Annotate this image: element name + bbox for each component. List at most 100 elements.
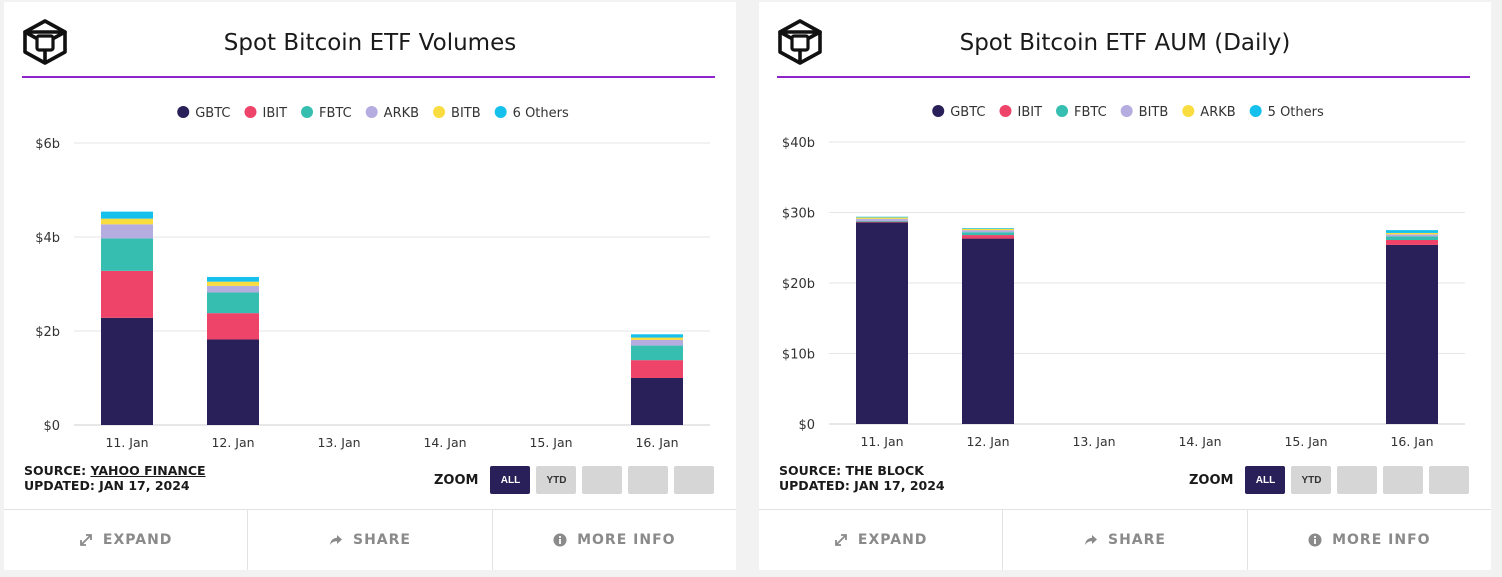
chart-panel-volumes: Spot Bitcoin ETF Volumes GBTC IBIT FBTC ARK… bbox=[4, 2, 736, 570]
legend-label: FBTC bbox=[319, 106, 352, 121]
bar-segment-arkb[interactable] bbox=[207, 285, 259, 293]
bar-segment-ibit[interactable] bbox=[207, 313, 259, 340]
legend-label: GBTC bbox=[950, 105, 985, 120]
title-divider bbox=[777, 76, 1470, 78]
y-tick-label: $30b bbox=[782, 207, 815, 222]
legend-item-fbtc[interactable]: FBTC bbox=[301, 106, 352, 121]
bar-segment-ibit[interactable] bbox=[962, 235, 1014, 239]
bar-segment-5-others[interactable] bbox=[962, 228, 1014, 229]
source-link[interactable]: YAHOO FINANCE bbox=[90, 463, 206, 478]
share-label: SHARE bbox=[353, 532, 411, 548]
zoom-controls: ZOOM ALL YTD bbox=[434, 466, 715, 494]
y-tick-label: $2b bbox=[35, 325, 60, 340]
expand-button[interactable]: EXPAND bbox=[4, 510, 249, 570]
legend-item-gbtc[interactable]: GBTC bbox=[177, 106, 230, 121]
expand-button[interactable]: EXPAND bbox=[759, 510, 1004, 570]
legend-item-bitb[interactable]: BITB bbox=[1120, 105, 1169, 120]
bar-segment-arkb[interactable] bbox=[101, 224, 153, 239]
zoom-ytd-button[interactable]: YTD bbox=[1291, 466, 1332, 494]
bar-segment-gbtc[interactable] bbox=[101, 317, 153, 425]
zoom-button-5[interactable] bbox=[1429, 466, 1470, 494]
bar-segment-gbtc[interactable] bbox=[1386, 244, 1438, 424]
expand-icon bbox=[835, 534, 847, 546]
bar-segment-5-others[interactable] bbox=[1386, 230, 1438, 233]
bar-segment-6-others[interactable] bbox=[207, 276, 259, 282]
updated-date: UPDATED: JAN 17, 2024 bbox=[779, 478, 945, 493]
the-block-logo-icon bbox=[778, 19, 822, 65]
title-divider bbox=[22, 76, 715, 78]
x-tick-label: 16. Jan bbox=[635, 435, 678, 450]
bar-segment-ibit[interactable] bbox=[856, 221, 908, 223]
x-tick-label: 14. Jan bbox=[1178, 434, 1221, 449]
info-icon bbox=[1308, 533, 1322, 547]
bar-segment-fbtc[interactable] bbox=[631, 345, 683, 361]
bar-segment-fbtc[interactable] bbox=[856, 220, 908, 222]
legend-label: IBIT bbox=[1017, 105, 1042, 120]
bar-segment-bitb[interactable] bbox=[207, 281, 259, 286]
bar-segment-bitb[interactable] bbox=[962, 230, 1014, 233]
bar-segment-fbtc[interactable] bbox=[207, 292, 259, 314]
bar-segment-fbtc[interactable] bbox=[1386, 236, 1438, 240]
legend-marker bbox=[244, 106, 257, 118]
zoom-button-3[interactable] bbox=[1337, 466, 1378, 494]
legend-item-bitb[interactable]: BITB bbox=[433, 106, 481, 121]
zoom-button-5[interactable] bbox=[674, 466, 715, 494]
volumes-chart: GBTC IBIT FBTC ARKB BITB 6 Others $0 $2b $4b $6b… bbox=[35, 106, 710, 450]
legend-marker bbox=[1056, 105, 1069, 117]
y-tick-label: $6b bbox=[35, 137, 60, 152]
zoom-button-4[interactable] bbox=[1383, 466, 1424, 494]
bar-segment-arkb[interactable] bbox=[1386, 232, 1438, 235]
zoom-button-4[interactable] bbox=[628, 466, 669, 494]
zoom-label: ZOOM bbox=[434, 472, 479, 488]
y-tick-label: $0 bbox=[798, 418, 815, 433]
bar-segment-gbtc[interactable] bbox=[856, 222, 908, 424]
x-tick-label: 13. Jan bbox=[317, 435, 360, 450]
bar-segment-bitb[interactable] bbox=[856, 218, 908, 221]
more-info-button[interactable]: MORE INFO bbox=[1248, 510, 1491, 570]
zoom-button-3[interactable] bbox=[582, 466, 623, 494]
bar-segment-ibit[interactable] bbox=[631, 360, 683, 378]
y-axis: $0 $2b $4b $6b bbox=[35, 137, 60, 434]
x-axis: 11. Jan 12. Jan 13. Jan 14. Jan 15. Jan 16. J… bbox=[860, 434, 1433, 449]
bar-segment-bitb[interactable] bbox=[631, 337, 683, 340]
bar-segment-arkb[interactable] bbox=[962, 228, 1014, 231]
bar-segment-ibit[interactable] bbox=[101, 270, 153, 318]
bar-segment-bitb[interactable] bbox=[1386, 234, 1438, 237]
share-button[interactable]: SHARE bbox=[248, 510, 493, 570]
bar-segment-arkb[interactable] bbox=[856, 217, 908, 219]
share-button[interactable]: SHARE bbox=[1003, 510, 1248, 570]
legend-item-arkb[interactable]: ARKB bbox=[1182, 105, 1236, 120]
legend-item-ibit[interactable]: IBIT bbox=[999, 105, 1042, 120]
legend-marker bbox=[999, 105, 1012, 117]
bar-segment-6-others[interactable] bbox=[101, 211, 153, 219]
bar-segment-fbtc[interactable] bbox=[101, 238, 153, 271]
bar-segment-bitb[interactable] bbox=[101, 218, 153, 225]
legend-item-gbtc[interactable]: GBTC bbox=[932, 105, 985, 120]
bar-segment-ibit[interactable] bbox=[1386, 239, 1438, 245]
legend-label: BITB bbox=[451, 106, 481, 121]
share-label: SHARE bbox=[1108, 532, 1166, 548]
bar-segment-gbtc[interactable] bbox=[207, 339, 259, 425]
legend-item-ibit[interactable]: IBIT bbox=[244, 106, 287, 121]
legend-item-5-others[interactable]: 5 Others bbox=[1249, 105, 1324, 120]
legend-item-fbtc[interactable]: FBTC bbox=[1056, 105, 1107, 120]
legend-item-arkb[interactable]: ARKB bbox=[365, 106, 419, 121]
zoom-ytd-button[interactable]: YTD bbox=[536, 466, 577, 494]
bar-segment-gbtc[interactable] bbox=[631, 378, 683, 425]
panel-footer: EXPAND SHARE MORE INFO bbox=[4, 509, 736, 570]
more-info-button[interactable]: MORE INFO bbox=[493, 510, 736, 570]
legend-item-6-others[interactable]: 6 Others bbox=[494, 106, 569, 121]
zoom-all-button[interactable]: ALL bbox=[1245, 466, 1286, 494]
bar-segment-5-others[interactable] bbox=[856, 216, 908, 218]
bar-segment-fbtc[interactable] bbox=[962, 232, 1014, 236]
zoom-label: ZOOM bbox=[1189, 472, 1234, 488]
source-name: THE BLOCK bbox=[845, 463, 924, 478]
y-tick-label: $4b bbox=[35, 231, 60, 246]
zoom-all-button[interactable]: ALL bbox=[490, 466, 531, 494]
bar-segment-arkb[interactable] bbox=[631, 339, 683, 346]
legend: GBTC IBIT FBTC BITB ARKB 5 Others bbox=[932, 105, 1324, 120]
source-info: SOURCE: YAHOO FINANCE UPDATED: JAN 17, 2… bbox=[24, 463, 206, 493]
bar-segment-6-others[interactable] bbox=[631, 334, 683, 338]
legend-label: ARKB bbox=[1200, 105, 1235, 120]
bar-segment-gbtc[interactable] bbox=[962, 238, 1014, 424]
